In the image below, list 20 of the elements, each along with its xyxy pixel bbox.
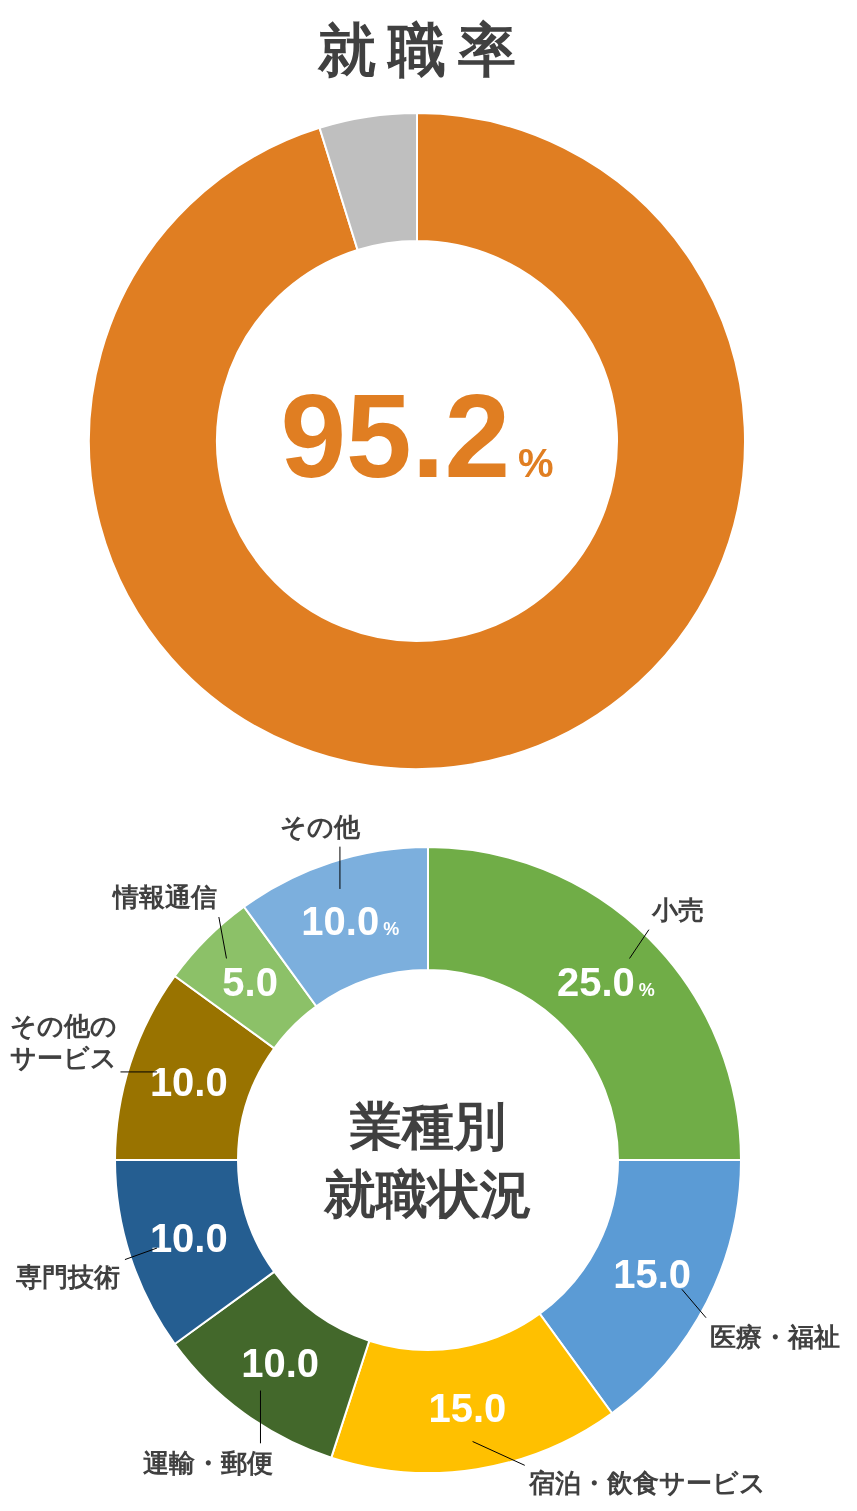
donut-slice	[88, 112, 746, 770]
data-label: 10.0	[149, 1215, 228, 1260]
slice-label: 宿泊・飲食サービス	[528, 1467, 767, 1498]
data-label: 15.0	[613, 1252, 692, 1297]
text: 業種別就職状況	[324, 1097, 532, 1223]
chart-title: 就職率	[316, 16, 528, 84]
slice-label: 医療・福祉	[709, 1321, 840, 1352]
data-label: 5.0	[222, 960, 278, 1005]
data-label: 10.0%	[301, 898, 400, 943]
data-label: 10.0	[241, 1341, 320, 1386]
data-label: 25.0%	[556, 960, 655, 1005]
slice-label: その他のサービス	[9, 1010, 117, 1073]
slice-label: その他	[279, 811, 361, 842]
slice-label: 小売	[650, 895, 704, 926]
slice-label: 情報通信	[111, 882, 218, 913]
data-label: 15.0	[428, 1386, 507, 1431]
slice-label: 専門技術	[15, 1261, 121, 1292]
text: 95.2%	[280, 369, 554, 504]
data-label: 10.0	[149, 1060, 228, 1105]
slice-label: 運輸・郵便	[142, 1448, 273, 1479]
